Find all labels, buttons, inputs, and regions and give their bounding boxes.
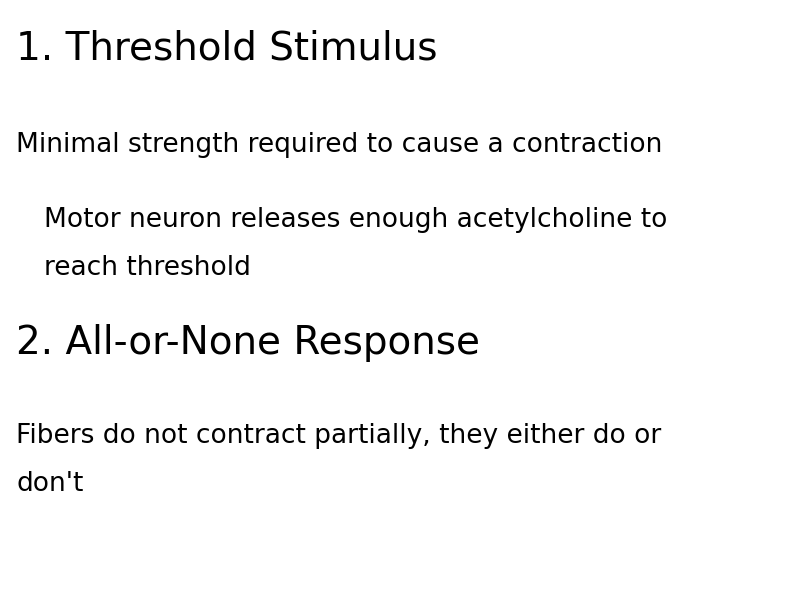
Text: reach threshold: reach threshold: [44, 255, 251, 281]
Text: Minimal strength required to cause a contraction: Minimal strength required to cause a con…: [16, 132, 662, 158]
Text: don't: don't: [16, 471, 83, 497]
Text: 1. Threshold Stimulus: 1. Threshold Stimulus: [16, 30, 438, 68]
Text: Motor neuron releases enough acetylcholine to: Motor neuron releases enough acetylcholi…: [44, 207, 667, 233]
Text: Fibers do not contract partially, they either do or: Fibers do not contract partially, they e…: [16, 423, 662, 449]
Text: 2. All-or-None Response: 2. All-or-None Response: [16, 324, 480, 362]
